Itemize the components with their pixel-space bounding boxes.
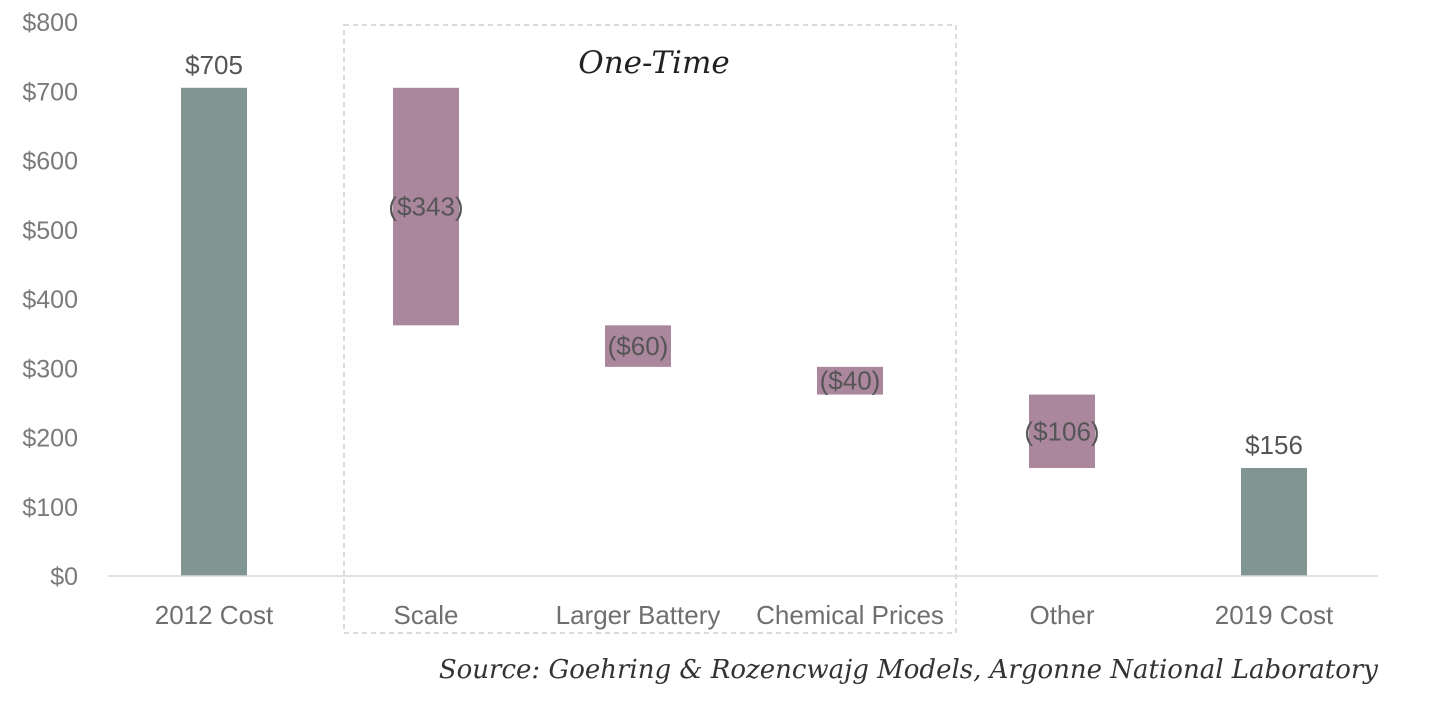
- category-label: Other: [1029, 600, 1094, 630]
- category-label: 2019 Cost: [1215, 600, 1334, 630]
- y-tick-label: $100: [22, 494, 78, 522]
- data-label: $705: [185, 50, 243, 80]
- y-tick-label: $200: [22, 425, 78, 453]
- bar: [1241, 467, 1307, 576]
- data-label: ($40): [820, 366, 881, 396]
- data-label: ($60): [608, 331, 669, 361]
- category-label: Chemical Prices: [756, 600, 944, 630]
- data-labels: $705 ($343) ($60) ($40) ($106) $156: [185, 50, 1303, 460]
- bar: [1029, 394, 1095, 468]
- one-time-bracket: One-Time: [343, 24, 957, 634]
- one-time-bracket-box: [343, 24, 957, 634]
- y-tick-label: $0: [50, 563, 78, 591]
- y-tick-label: $400: [22, 286, 78, 314]
- y-tick-label: $600: [22, 148, 78, 176]
- source-note: Source: Goehring & Rozencwajg Models, Ar…: [439, 655, 1378, 685]
- data-label: ($343): [388, 192, 463, 222]
- y-tick-label: $700: [22, 78, 78, 106]
- bar: [605, 325, 671, 367]
- bar: [181, 87, 247, 576]
- bar: [817, 366, 883, 395]
- y-tick-label: $800: [22, 9, 78, 37]
- y-axis-ticks: $0 $100 $200 $300 $400 $500 $600 $700 $800: [22, 9, 78, 591]
- bars: [181, 87, 1307, 576]
- one-time-label: One-Time: [578, 45, 729, 81]
- category-labels: 2012 Cost Scale Larger Battery Chemical Pri…: [155, 600, 1334, 630]
- y-tick-label: $500: [22, 217, 78, 245]
- category-label: Scale: [393, 600, 458, 630]
- data-label: ($106): [1024, 416, 1099, 446]
- bar: [393, 87, 459, 326]
- category-label: 2012 Cost: [155, 600, 274, 630]
- y-tick-label: $300: [22, 355, 78, 383]
- category-label: Larger Battery: [556, 600, 721, 630]
- data-label: $156: [1245, 430, 1303, 460]
